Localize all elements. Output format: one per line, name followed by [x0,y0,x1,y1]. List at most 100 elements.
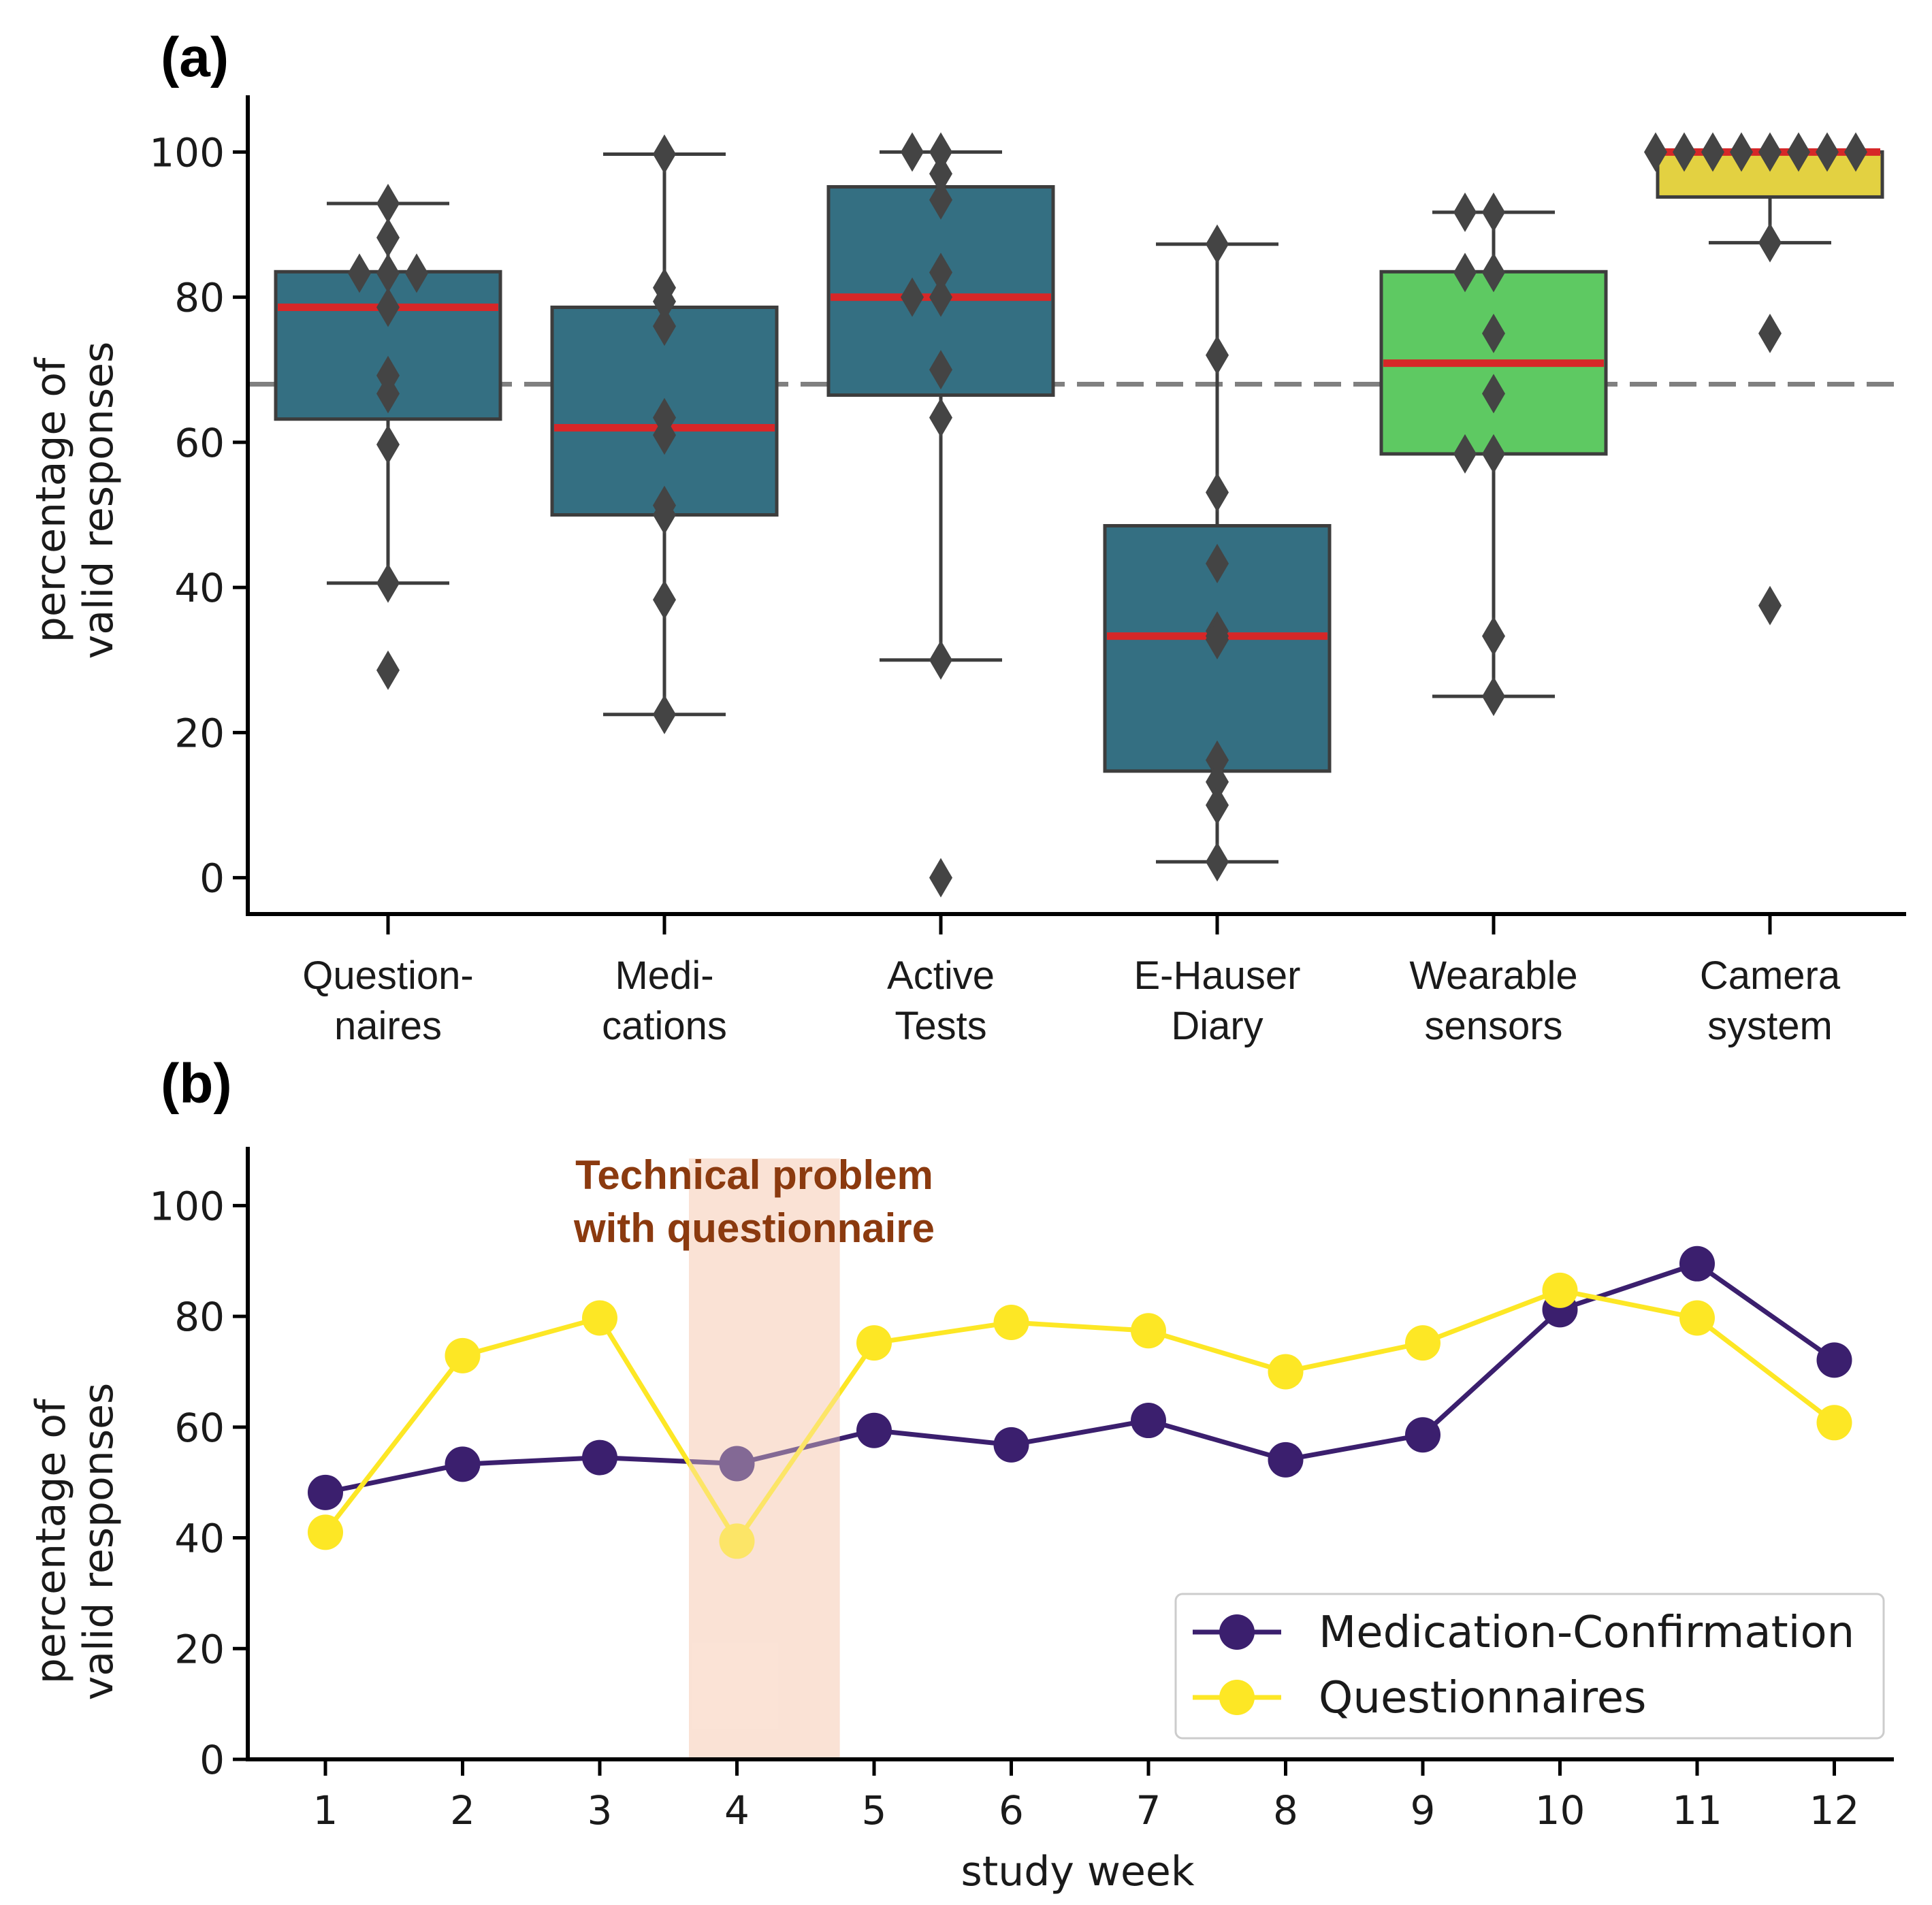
data-point [376,253,400,293]
legend-label-questionnaires: Questionnaires [1319,1673,1646,1723]
data-point [1453,192,1477,232]
data-point [653,580,676,620]
data-point [1816,132,1839,172]
series-questionnaires [308,1272,1852,1559]
data-point [1673,132,1696,172]
y-tick-label: 60 [174,1405,225,1451]
x-tick-label: 6 [999,1787,1024,1834]
category-label-line1: Question- [302,954,473,998]
panel-b-xlabel: study week [961,1848,1194,1895]
box-group [274,184,502,690]
series-point [1542,1272,1578,1308]
data-point [376,650,400,690]
data-point [1758,313,1782,353]
data-point [1482,313,1505,353]
data-point [653,306,676,346]
y-tick-label: 0 [199,1737,225,1783]
y-tick-label: 80 [174,1294,225,1340]
data-point [376,425,400,465]
data-point [929,154,952,194]
data-point [376,287,400,327]
series-point [1679,1245,1715,1282]
category-label-line1: Wearable [1409,954,1577,998]
data-point [929,397,952,438]
data-point [929,277,952,317]
panel-a-ylabel-line1: percentage of [27,357,75,642]
y-tick-label: 20 [174,710,225,756]
box-group [1379,192,1608,717]
category-label-line2: cations [602,1004,727,1048]
x-tick-label: 8 [1273,1787,1298,1834]
series-point [308,1474,343,1510]
x-tick-label: 5 [862,1787,887,1834]
series-point [582,1300,617,1336]
y-tick-label: 20 [174,1626,225,1672]
panel-b-ylabel-line1: percentage of [27,1398,75,1684]
series-point [856,1412,892,1448]
data-point [929,858,952,898]
data-point [1482,677,1505,717]
data-point [929,253,952,293]
x-tick-label: 11 [1672,1787,1722,1834]
x-tick-label: 9 [1411,1787,1436,1834]
series-point [1131,1313,1166,1349]
series-point [1268,1354,1304,1390]
panel-a-boxplot: (a) 0 20 40 60 80 100 Question-naires Medi-cati… [27,27,1906,1048]
category-label-line2: sensors [1424,1004,1562,1048]
series-line [325,1260,1836,1495]
x-tick-label: 12 [1809,1787,1860,1834]
legend-marker-questionnaires [1219,1680,1255,1715]
data-point [1206,335,1229,375]
data-point [653,694,676,734]
data-point [1644,132,1667,172]
data-point [929,180,952,220]
series-point [445,1337,481,1373]
annotation-line1: Technical problem [575,1152,933,1198]
box-group [1103,224,1332,882]
box-group [550,134,779,734]
data-point [1758,585,1782,625]
x-tick-label: 1 [313,1787,338,1834]
data-point [1482,616,1505,656]
data-point [376,184,400,224]
category-label-line1: Camera [1700,954,1841,998]
data-point [376,563,400,603]
series-point [582,1439,617,1476]
data-point [1787,132,1810,172]
series-point [993,1305,1029,1341]
box-group [1644,132,1884,625]
y-tick-label: 80 [174,275,225,321]
series-point [1131,1403,1166,1439]
data-point [405,253,428,293]
data-point [1206,472,1229,512]
data-point [1206,785,1229,826]
data-point [1206,762,1229,802]
series-point [445,1446,481,1482]
data-point [1453,434,1477,474]
data-point [901,277,924,317]
data-point [653,281,676,321]
y-tick-label: 40 [174,1516,225,1562]
data-point [1482,434,1505,474]
data-point [1482,374,1505,414]
panel-b-label: (b) [161,1053,232,1115]
category-label-line2: naires [334,1004,442,1048]
category-label-line2: Diary [1171,1004,1263,1048]
data-point [1482,253,1505,293]
y-tick-label: 100 [149,129,225,176]
data-point [1701,132,1724,172]
series-point [719,1523,755,1559]
x-tick-label: 10 [1535,1787,1585,1834]
data-point [348,253,371,293]
panel-b-ylabel-line2: valid responses [75,1383,123,1701]
data-point [929,132,952,172]
x-tick-label: 2 [450,1787,475,1834]
series-medication [308,1245,1852,1510]
y-tick-label: 60 [174,420,225,466]
data-point [1206,842,1229,882]
legend: Medication-Confirmation Questionnaires [1174,1593,1885,1740]
data-point [1758,132,1782,172]
annotation-line2: with questionnaire [573,1205,935,1251]
category-label-line1: Active [887,954,995,998]
